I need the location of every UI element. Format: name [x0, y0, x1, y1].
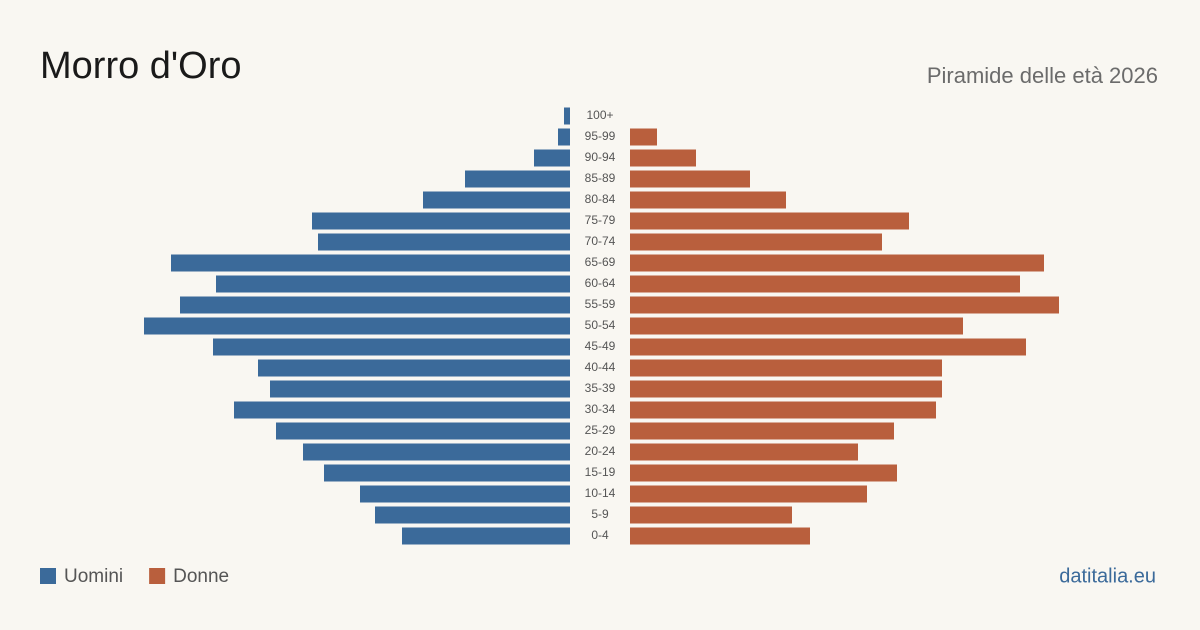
age-label: 15-19	[585, 465, 616, 479]
bar	[630, 485, 867, 503]
bar	[375, 506, 570, 524]
bar	[630, 128, 657, 146]
age-label: 5-9	[591, 507, 609, 521]
age-label: 10-14	[585, 486, 616, 500]
legend-swatch	[149, 568, 166, 584]
age-label: 25-29	[585, 423, 616, 437]
bar	[630, 464, 897, 482]
bar	[630, 191, 786, 209]
bar	[630, 338, 1026, 356]
bar	[630, 422, 894, 440]
bar	[180, 296, 570, 314]
age-label: 90-94	[585, 150, 616, 164]
bar	[213, 338, 570, 356]
age-label: 55-59	[585, 297, 616, 311]
bar	[564, 107, 570, 125]
age-label: 60-64	[585, 276, 616, 290]
bar	[303, 443, 570, 461]
bar	[630, 296, 1059, 314]
source: datitalia.eu	[1059, 565, 1156, 587]
bar	[630, 212, 909, 230]
chart-subtitle: Piramide delle età 2026	[927, 63, 1158, 88]
bar	[324, 464, 570, 482]
bar	[312, 212, 570, 230]
bar	[630, 527, 810, 545]
age-label: 100+	[586, 108, 613, 122]
bar	[630, 380, 942, 398]
bar	[630, 506, 792, 524]
age-label: 75-79	[585, 213, 616, 227]
bar	[360, 485, 570, 503]
age-label: 70-74	[585, 234, 616, 248]
bar	[216, 275, 570, 293]
bar	[270, 380, 570, 398]
bar	[630, 254, 1044, 272]
age-label: 30-34	[585, 402, 616, 416]
bar	[402, 527, 570, 545]
age-label: 40-44	[585, 360, 616, 374]
chart-title: Morro d'Oro	[40, 45, 242, 87]
legend-label: Uomini	[64, 566, 123, 587]
bar	[630, 170, 750, 188]
age-label: 35-39	[585, 381, 616, 395]
age-label: 20-24	[585, 444, 616, 458]
bar	[630, 359, 942, 377]
legend-label: Donne	[173, 566, 229, 587]
bar	[318, 233, 570, 251]
bar	[171, 254, 570, 272]
legend-swatch	[40, 568, 56, 584]
bar	[465, 170, 570, 188]
bar	[534, 149, 570, 167]
bar	[276, 422, 570, 440]
bar	[558, 128, 570, 146]
bar	[630, 149, 696, 167]
bar	[630, 401, 936, 419]
age-label: 50-54	[585, 318, 616, 332]
age-label: 45-49	[585, 339, 616, 353]
bar	[423, 191, 570, 209]
bar	[630, 443, 858, 461]
bar	[630, 233, 882, 251]
age-label: 85-89	[585, 171, 616, 185]
bar	[630, 275, 1020, 293]
age-label: 80-84	[585, 192, 616, 206]
bar	[258, 359, 570, 377]
bar	[234, 401, 570, 419]
bar	[144, 317, 570, 335]
bar	[630, 317, 963, 335]
age-label: 0-4	[591, 528, 609, 542]
age-label: 65-69	[585, 255, 616, 269]
age-label: 95-99	[585, 129, 616, 143]
